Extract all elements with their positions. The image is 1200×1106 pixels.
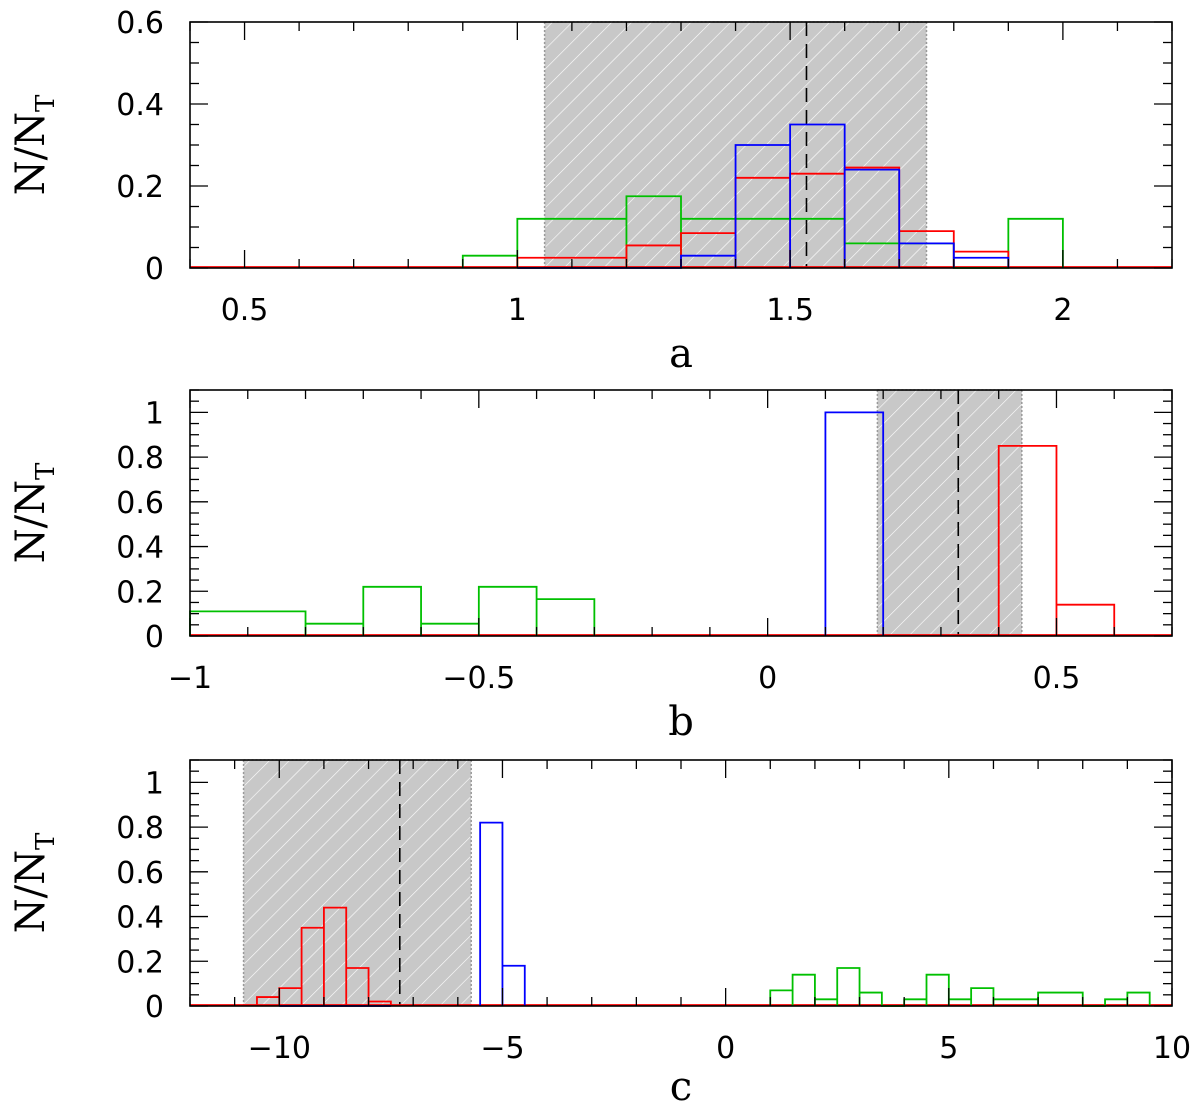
- y-axis-label: N/NT: [8, 462, 61, 563]
- y-tick-label: 0.2: [116, 945, 164, 980]
- y-tick-label: 0.8: [116, 441, 164, 476]
- y-tick-label: 0.2: [116, 170, 164, 205]
- y-tick-label: 0: [145, 990, 164, 1025]
- x-tick-label: −10: [248, 1031, 311, 1066]
- histogram-series-red: [516, 166, 1010, 268]
- shaded-range-band: [243, 760, 472, 1006]
- panel-b: −1 −0.5 0 0.5 0 0.2 0.4 0.6 0.8 1 b N/NT: [8, 389, 1173, 745]
- y-tick-label: 0.4: [116, 88, 164, 123]
- histogram-series-green: [189, 585, 596, 636]
- histogram-series-red: [997, 445, 1116, 636]
- x-axis-label: a: [669, 331, 693, 377]
- x-tick-label: 2: [1053, 293, 1072, 328]
- y-tick-label: 0.6: [116, 856, 164, 891]
- plot-frame: [189, 389, 1173, 637]
- histogram-series-blue: [824, 411, 885, 636]
- histogram-series-green: [769, 967, 1151, 1007]
- y-tick-label: 0.4: [116, 901, 164, 936]
- y-axis-label: N/NT: [8, 832, 61, 933]
- x-tick-label: −5: [480, 1031, 524, 1066]
- panel-c: −10 −5 0 5 10 0 0.2 0.4 0.6 0.8 1 c N/NT: [8, 759, 1191, 1106]
- y-tick-label: 0: [145, 620, 164, 655]
- y-axis-label: N/NT: [8, 94, 61, 195]
- y-tick-label: 0.2: [116, 575, 164, 610]
- x-axis-label: b: [668, 699, 694, 745]
- y-tick-label: 0: [145, 252, 164, 287]
- x-tick-label: −0.5: [442, 661, 515, 696]
- x-tick-label: 0.5: [1033, 661, 1081, 696]
- x-tick-label: 0: [716, 1031, 735, 1066]
- y-tick-label: 0.8: [116, 811, 164, 846]
- x-tick-label: −1: [168, 661, 212, 696]
- y-tick-label: 1: [145, 766, 164, 801]
- panel-a: 0.5 1 1.5 2 0 0.2 0.4 0.6 a N/NT: [8, 6, 1173, 377]
- x-tick-label: 0: [758, 661, 777, 696]
- y-tick-label: 0.6: [116, 486, 164, 521]
- x-tick-label: 0.5: [221, 293, 269, 328]
- x-tick-label: 5: [939, 1031, 958, 1066]
- x-tick-label: 1: [508, 293, 527, 328]
- shaded-range-band: [877, 390, 1022, 636]
- x-axis-label: c: [670, 1064, 692, 1106]
- y-tick-label: 0.4: [116, 531, 164, 566]
- x-tick-label: 1.5: [766, 293, 814, 328]
- x-tick-label: 10: [1153, 1031, 1191, 1066]
- y-tick-label: 1: [145, 396, 164, 431]
- y-tick-label: 0.6: [116, 6, 164, 41]
